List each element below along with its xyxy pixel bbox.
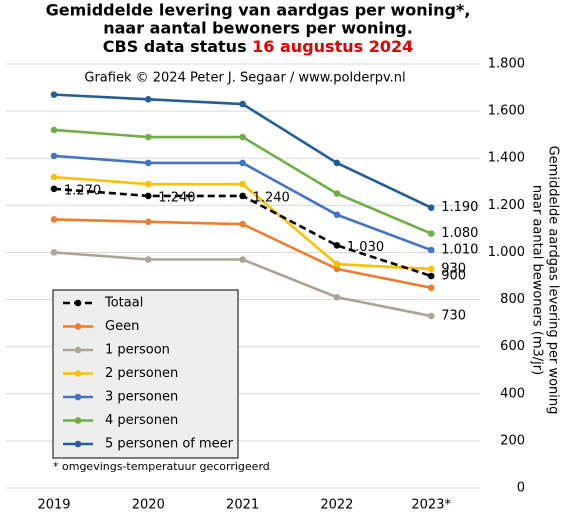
point: [145, 192, 152, 200]
legend-label: 1 persoon: [105, 343, 170, 358]
legend-marker: [74, 440, 82, 448]
point: [50, 216, 58, 223]
point: [333, 159, 341, 167]
value-label: 1.240: [253, 190, 290, 205]
chart-title: CBS data status 16 augustus 2024: [103, 37, 413, 56]
legend-marker: [74, 370, 82, 377]
legend-marker: [74, 323, 82, 330]
point: [50, 185, 58, 193]
series-line: [53, 154, 432, 252]
status-label: CBS data status: [103, 37, 247, 56]
y-tick-label: 1.800: [488, 57, 525, 72]
point: [239, 100, 246, 108]
x-tick-label: 2023*: [411, 498, 451, 513]
point: [50, 152, 58, 160]
x-tick-label: 2022: [320, 498, 353, 513]
point: [50, 91, 58, 98]
point: [333, 260, 341, 268]
value-label: 900: [441, 269, 466, 284]
point: [333, 242, 341, 249]
value-label: 930: [441, 261, 466, 276]
point: [145, 96, 152, 103]
footnote: * omgevings-temperatuur gecorrigeerd: [53, 460, 270, 473]
point: [333, 293, 341, 301]
point: [427, 204, 435, 211]
status-date: 16 augustus 2024: [252, 37, 413, 56]
point: [145, 159, 152, 167]
legend-label: 5 personen of meer: [105, 437, 234, 452]
y-tick-label: 400: [500, 386, 525, 401]
point: [145, 133, 152, 141]
point: [427, 230, 435, 237]
point: [239, 159, 246, 167]
point: [239, 180, 246, 188]
y-tick-label: 600: [500, 339, 525, 354]
point: [333, 265, 341, 273]
legend-marker: [74, 346, 82, 354]
x-tick-label: 2021: [226, 498, 259, 513]
y-tick-label: 1.600: [488, 104, 525, 119]
point: [427, 272, 435, 280]
legend-marker: [74, 299, 82, 307]
point: [333, 211, 341, 219]
point: [427, 246, 435, 254]
x-tick-label: 2020: [132, 498, 165, 513]
point: [50, 249, 58, 256]
value-label: 1.030: [347, 240, 384, 255]
legend-label: Totaal: [104, 296, 143, 311]
point: [50, 173, 58, 181]
chart-title: naar aantal bewoners per woning.: [103, 19, 413, 38]
value-label: 1.270: [64, 183, 101, 198]
legend-label: 2 personen: [105, 366, 178, 381]
value-label: 1.240: [158, 190, 195, 205]
x-tick-label: 2019: [37, 498, 70, 513]
legend-label: Geen: [105, 319, 139, 334]
point: [239, 133, 246, 141]
y-tick-label: 1.000: [488, 245, 525, 260]
y-tick-label: 800: [500, 292, 525, 307]
y-axis-title: Gemiddelde aardgas levering per woning: [546, 146, 561, 415]
chart-title: Gemiddelde levering van aardgas per woni…: [46, 1, 471, 20]
point: [145, 218, 152, 226]
point: [145, 256, 152, 263]
subtitle: Grafiek © 2024 Peter J. Segaar / www.pol…: [84, 71, 405, 86]
point: [333, 190, 341, 197]
y-tick-label: 1.400: [488, 151, 525, 166]
legend-marker: [74, 417, 82, 424]
legend-marker: [74, 393, 82, 401]
legend-label: 4 personen: [105, 413, 178, 428]
value-label: 730: [441, 309, 466, 324]
point: [427, 312, 435, 320]
point: [427, 284, 435, 292]
point: [427, 265, 435, 273]
point: [239, 256, 246, 263]
point: [145, 180, 152, 188]
series-line: [53, 187, 432, 278]
y-tick-label: 0: [517, 481, 525, 496]
value-label: 1.010: [441, 243, 478, 258]
value-label: 1.080: [441, 226, 478, 241]
y-tick-label: 200: [500, 433, 525, 448]
legend-label: 3 personen: [105, 390, 178, 405]
y-axis-title: naar aantal bewoners (m3/jr): [530, 185, 545, 375]
point: [239, 220, 246, 228]
point: [239, 192, 246, 200]
y-tick-label: 1.200: [488, 198, 525, 213]
point: [50, 126, 58, 134]
value-label: 1.190: [441, 200, 478, 215]
